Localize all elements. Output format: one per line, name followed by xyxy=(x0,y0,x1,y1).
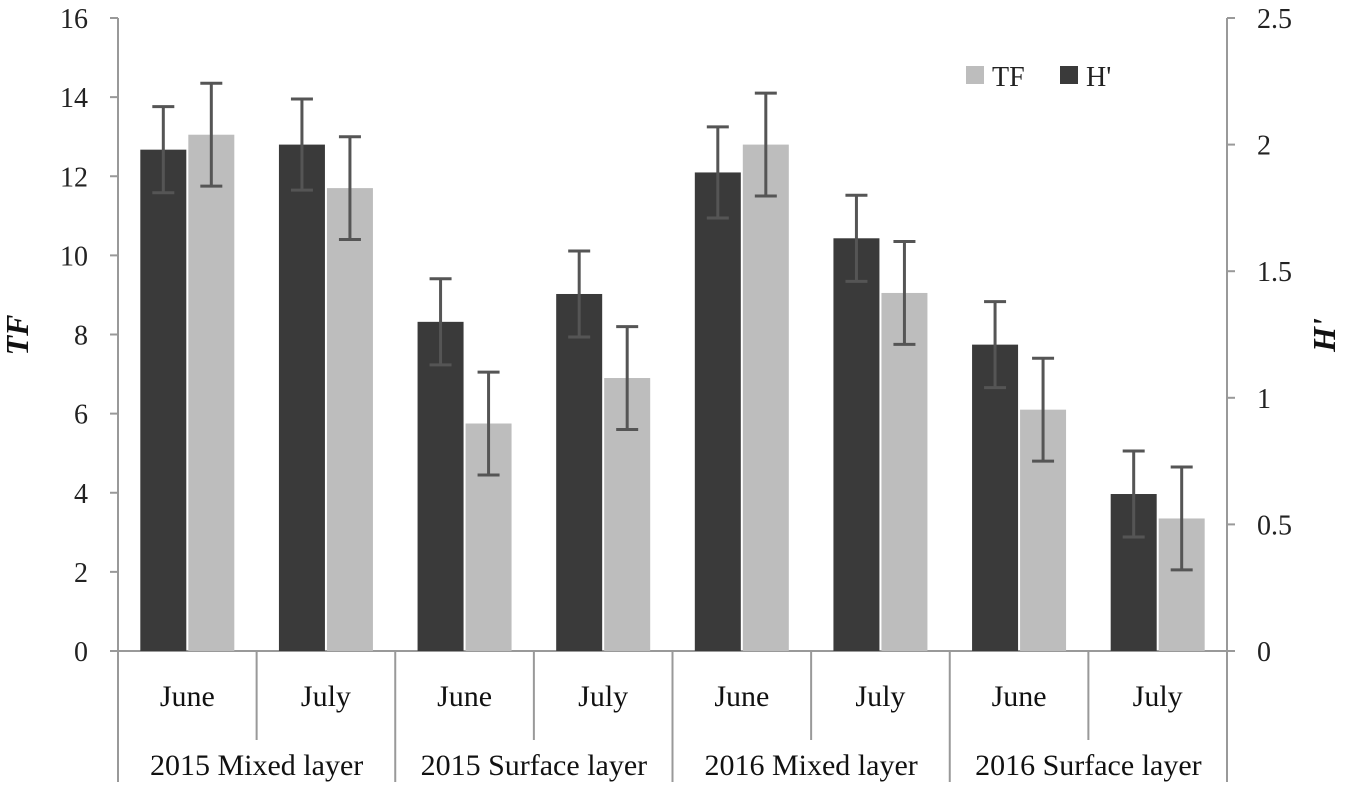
bar-h-prime xyxy=(417,321,464,651)
y-tick-label-right: 1 xyxy=(1257,384,1271,415)
bar-h-prime xyxy=(972,344,1019,651)
y-tick-label-right: 0.5 xyxy=(1257,510,1292,541)
y-tick-label-left: 2 xyxy=(74,558,88,589)
legend-swatch xyxy=(966,66,984,84)
bar-h-prime xyxy=(278,144,325,651)
y-axis-title-right: H' xyxy=(1306,318,1342,353)
legend-label: H' xyxy=(1086,62,1111,93)
bar-tf xyxy=(742,144,789,651)
y-tick-label-right: 2.5 xyxy=(1257,4,1292,35)
y-tick-label-right: 2 xyxy=(1257,131,1271,162)
x-tick-label-month: July xyxy=(578,680,628,713)
y-tick-label-left: 4 xyxy=(74,479,88,510)
legend-label: TF xyxy=(992,62,1025,93)
x-group-label: 2015 Mixed layer xyxy=(150,749,363,782)
x-tick-label-month: June xyxy=(992,680,1047,713)
bar-h-prime xyxy=(140,149,187,651)
x-tick-label-month: June xyxy=(160,680,215,713)
y-tick-label-left: 14 xyxy=(60,83,88,114)
y-axis-title-left: TF xyxy=(0,315,35,356)
x-tick-label-month: July xyxy=(301,680,351,713)
x-group-label: 2016 Surface layer xyxy=(975,749,1202,782)
bar-tf xyxy=(326,188,373,651)
y-tick-label-left: 16 xyxy=(60,4,88,35)
y-tick-label-left: 6 xyxy=(74,400,88,431)
x-group-label: 2016 Mixed layer xyxy=(704,749,917,782)
x-tick-label-month: June xyxy=(714,680,769,713)
legend-swatch xyxy=(1060,66,1078,84)
y-tick-label-right: 1.5 xyxy=(1257,257,1292,288)
x-group-label: 2015 Surface layer xyxy=(421,749,648,782)
bar-h-prime xyxy=(833,238,880,651)
bar-tf xyxy=(188,134,235,652)
x-tick-label-month: June xyxy=(437,680,492,713)
x-tick-label-month: July xyxy=(855,680,905,713)
bar-tf xyxy=(881,292,928,651)
y-tick-label-left: 12 xyxy=(60,162,88,193)
y-tick-label-left: 10 xyxy=(60,241,88,272)
bar-h-prime xyxy=(556,293,603,651)
y-tick-label-left: 0 xyxy=(74,637,88,668)
bar-h-prime xyxy=(694,172,741,651)
x-tick-label-month: July xyxy=(1133,680,1183,713)
y-tick-label-right: 0 xyxy=(1257,637,1271,668)
y-tick-label-left: 8 xyxy=(74,321,88,352)
